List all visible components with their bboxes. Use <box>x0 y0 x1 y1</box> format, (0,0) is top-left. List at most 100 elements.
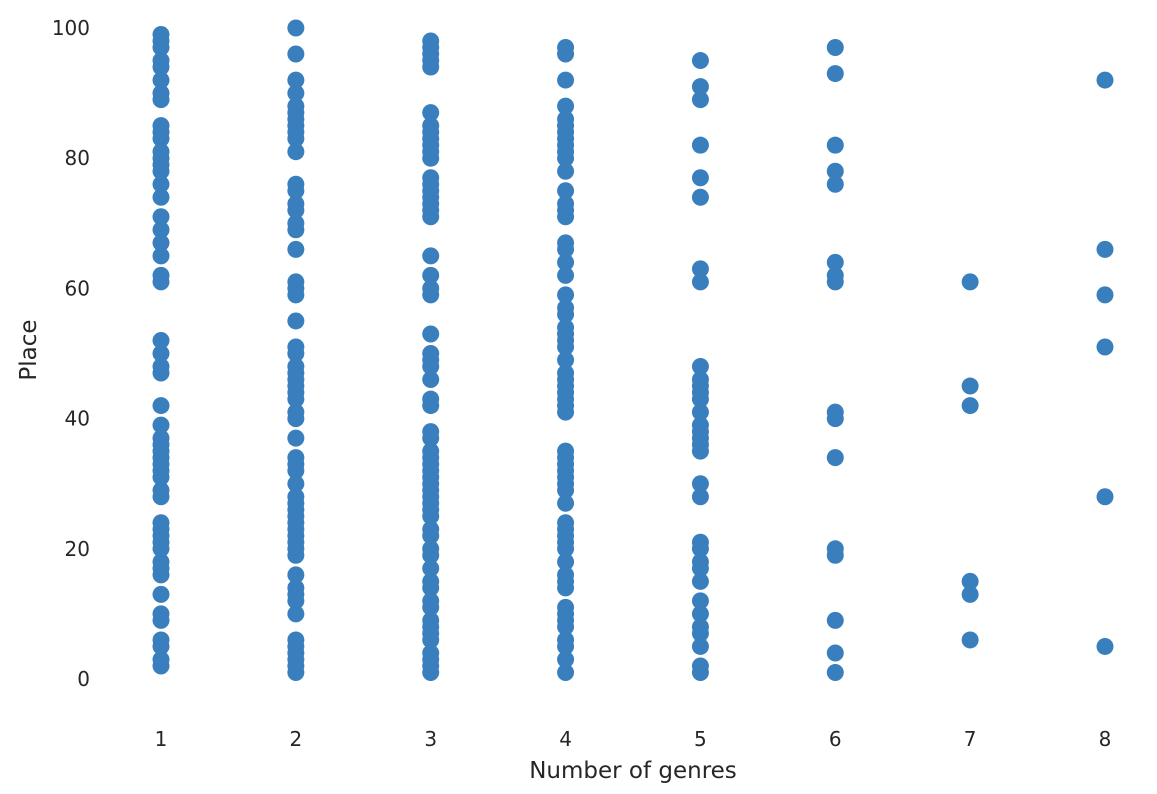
data-point <box>152 416 170 434</box>
x-tick-label: 2 <box>289 727 302 751</box>
x-tick-label: 6 <box>829 727 842 751</box>
data-point <box>422 423 440 441</box>
data-point <box>557 39 575 57</box>
data-point <box>287 605 305 623</box>
data-point <box>557 442 575 460</box>
data-point <box>557 351 575 369</box>
data-point <box>287 97 305 115</box>
data-point <box>422 345 440 362</box>
data-point <box>691 78 709 96</box>
data-point <box>287 71 305 89</box>
data-point <box>557 110 575 128</box>
data-point <box>826 540 844 558</box>
x-tick-label: 5 <box>694 727 707 751</box>
data-point <box>826 253 844 271</box>
y-tick-label: 100 <box>52 16 90 40</box>
data-point <box>826 663 844 681</box>
data-point <box>287 429 305 447</box>
data-point <box>961 585 979 603</box>
data-point <box>422 572 440 590</box>
data-point <box>691 475 709 493</box>
data-point <box>152 188 170 206</box>
data-point <box>557 631 575 649</box>
data-point <box>152 481 170 499</box>
data-point <box>422 104 440 122</box>
data-point <box>287 19 305 37</box>
data-point <box>152 358 170 376</box>
data-point <box>422 390 440 408</box>
data-point <box>826 136 844 154</box>
data-point <box>152 52 170 70</box>
data-point <box>557 514 575 532</box>
data-point <box>691 572 709 590</box>
data-point <box>691 488 709 506</box>
x-tick-label: 7 <box>964 727 977 751</box>
data-point <box>961 377 979 395</box>
data-point <box>422 247 440 265</box>
data-point <box>691 416 709 434</box>
data-point <box>287 338 305 356</box>
data-point <box>152 234 170 252</box>
y-axis-label: Place <box>16 319 42 380</box>
data-point <box>287 566 305 584</box>
data-point <box>287 579 305 597</box>
data-point <box>422 559 440 577</box>
data-point <box>557 253 575 271</box>
data-point <box>557 553 575 571</box>
data-point <box>826 449 844 467</box>
data-point <box>152 247 170 265</box>
data-point <box>287 175 305 193</box>
data-point <box>422 117 440 135</box>
data-point <box>691 169 709 187</box>
data-point <box>557 97 575 115</box>
data-point <box>287 45 305 63</box>
data-point <box>152 631 170 649</box>
data-point <box>152 143 170 161</box>
data-point <box>557 182 575 200</box>
data-point <box>826 611 844 629</box>
data-points <box>152 19 1114 681</box>
data-point <box>422 266 440 284</box>
data-point <box>961 572 979 590</box>
data-point <box>691 52 709 70</box>
y-tick-label: 0 <box>77 667 90 691</box>
data-point <box>557 266 575 284</box>
data-point <box>422 325 440 343</box>
data-point <box>287 449 305 467</box>
data-point <box>152 208 170 226</box>
x-axis-ticks: 1 2 3 4 5 6 7 8 <box>155 727 1112 751</box>
x-tick-label: 1 <box>155 727 168 751</box>
data-point <box>422 169 440 187</box>
data-point <box>691 605 709 623</box>
data-point <box>287 273 305 291</box>
data-point <box>422 644 440 662</box>
data-point <box>422 611 440 629</box>
data-point <box>152 26 170 44</box>
data-point <box>691 553 709 571</box>
data-point <box>152 553 170 571</box>
data-point <box>826 162 844 180</box>
x-tick-label: 4 <box>559 727 572 751</box>
data-point <box>826 65 844 83</box>
data-point <box>287 84 305 102</box>
data-point <box>557 299 575 317</box>
data-point <box>691 136 709 154</box>
data-point <box>287 214 305 232</box>
data-point <box>691 592 709 610</box>
data-point <box>1096 488 1114 506</box>
data-point <box>691 403 709 421</box>
data-point <box>422 371 440 389</box>
data-point <box>691 358 709 376</box>
x-tick-label: 3 <box>424 727 437 751</box>
data-point <box>422 279 440 297</box>
data-point <box>152 397 170 415</box>
data-point <box>557 318 575 336</box>
data-point <box>557 71 575 89</box>
data-point <box>557 566 575 584</box>
data-point <box>826 266 844 284</box>
data-point <box>287 195 305 213</box>
data-point <box>691 371 709 389</box>
data-point <box>1096 240 1114 258</box>
data-point <box>557 234 575 252</box>
